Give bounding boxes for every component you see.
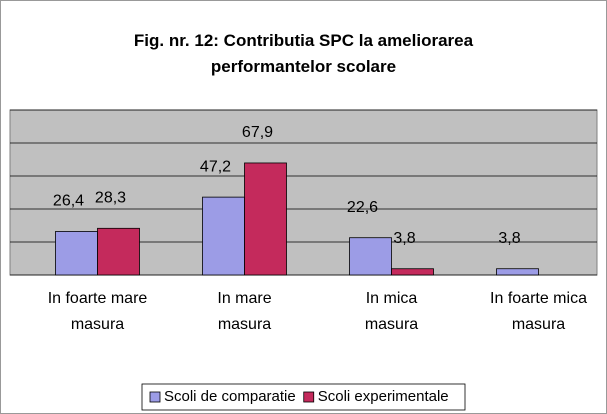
chart-title: Fig. nr. 12: Contributia SPC la ameliora… [133,31,474,76]
x-tick-label: In mare [217,290,271,307]
data-label: 26,4 [53,193,84,210]
bar [55,231,98,276]
x-tick-label: masura [218,316,271,333]
legend-swatch [149,391,161,403]
legend-label: Scoli de comparatie [164,388,296,405]
legend-swatch [303,391,315,403]
bar [349,237,392,276]
x-tick-label: In foarte mare [48,290,148,307]
bar [244,162,287,276]
bar [496,268,539,276]
x-tick-label: masura [512,316,565,333]
data-label: 22,6 [347,199,378,216]
data-label: 3,8 [498,230,520,247]
data-label: 3,8 [393,230,415,247]
x-tick-label: masura [71,316,124,333]
data-label: 28,3 [95,190,126,207]
bar [391,268,434,276]
x-tick-label: masura [365,316,418,333]
bar [97,227,140,276]
data-label: 67,9 [242,124,273,141]
legend-label: Scoli experimentale [318,388,449,405]
data-label: 47,2 [200,158,231,175]
x-tick-label: In mica [366,290,418,307]
x-tick-label: In foarte mica [490,290,587,307]
bar [202,196,245,276]
